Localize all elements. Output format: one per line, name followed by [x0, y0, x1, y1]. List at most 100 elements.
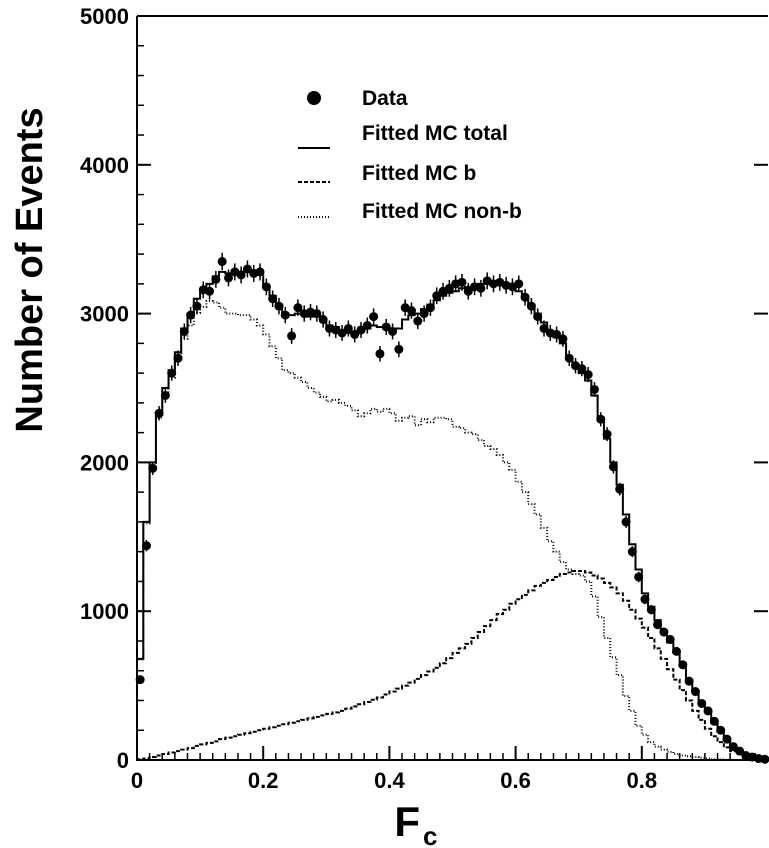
- data-point: [369, 312, 379, 322]
- y-tick-label: 4000: [80, 153, 129, 178]
- y-tick-label: 1000: [80, 599, 129, 624]
- data-point: [261, 282, 271, 292]
- data-point: [608, 462, 618, 472]
- data-point: [179, 326, 189, 336]
- data-point: [514, 279, 524, 289]
- data-point: [148, 463, 158, 473]
- data-point: [432, 291, 442, 301]
- data-point: [211, 274, 221, 284]
- data-point: [533, 312, 543, 322]
- legend-label-b: Fitted MC b: [362, 162, 476, 185]
- data-point: [337, 328, 347, 338]
- data-point: [362, 321, 372, 331]
- legend-data-marker: [307, 91, 321, 105]
- data-point: [602, 429, 612, 439]
- data-point: [722, 734, 732, 744]
- plot-area: [135, 252, 769, 764]
- data-point: [381, 322, 391, 332]
- data-point: [394, 344, 404, 354]
- series-fitted-mc-non-b: [136, 299, 768, 761]
- data-point: [375, 349, 385, 359]
- data-point: [255, 267, 265, 277]
- data-point: [672, 646, 682, 656]
- data-point: [463, 286, 473, 296]
- data-point: [678, 660, 688, 670]
- data-point: [356, 325, 366, 335]
- data-point: [205, 286, 215, 296]
- x-tick-label: 0: [131, 768, 143, 793]
- y-tick-label: 3000: [80, 302, 129, 327]
- data-point: [596, 414, 606, 424]
- data-point: [564, 353, 574, 363]
- y-axis-label: Number of Events: [9, 107, 51, 432]
- data-point: [526, 301, 536, 311]
- x-tick-label: 0.8: [627, 768, 658, 793]
- legend-label-nonb: Fitted MC non-b: [362, 200, 522, 223]
- data-point: [583, 370, 593, 380]
- data-point: [634, 572, 644, 582]
- legend-label-total: Fitted MC total: [362, 122, 508, 145]
- data-point: [697, 698, 707, 708]
- y-tick-label: 5000: [80, 4, 129, 29]
- y-tick-label: 0: [117, 748, 129, 773]
- data-point: [141, 541, 151, 551]
- data-point: [444, 283, 454, 293]
- series-fitted-mc-b: [136, 570, 769, 761]
- data-point: [268, 294, 278, 304]
- x-tick-label: 0.6: [500, 768, 531, 793]
- y-tick-label: 2000: [80, 450, 129, 475]
- data-point: [425, 303, 435, 313]
- data-point: [160, 390, 170, 400]
- data-point: [558, 334, 568, 344]
- data-point: [621, 517, 631, 527]
- data-point: [690, 687, 700, 697]
- data-point: [457, 277, 467, 287]
- data-point: [627, 547, 637, 557]
- data-point: [589, 384, 599, 394]
- data-point: [646, 605, 656, 615]
- data-point: [640, 594, 650, 604]
- data-point: [186, 310, 196, 320]
- data-point: [406, 306, 416, 316]
- data-point: [223, 273, 233, 283]
- data-point: [665, 634, 675, 644]
- series-fitted-mc-total: [136, 267, 769, 761]
- data-point: [236, 270, 246, 280]
- data-point: [476, 283, 486, 293]
- data-point: [312, 309, 322, 319]
- data-point: [659, 627, 669, 637]
- data-point: [192, 301, 202, 311]
- data-point: [350, 329, 360, 339]
- x-tick-label: 0.4: [374, 768, 405, 793]
- data-point: [735, 746, 745, 756]
- data-point: [703, 706, 713, 716]
- data-point: [709, 716, 719, 726]
- data-point: [217, 257, 227, 267]
- legend: Data Fitted MC total Fitted MC b Fitted …: [298, 87, 522, 223]
- x-axis-label: F: [394, 798, 420, 845]
- data-point: [318, 315, 328, 325]
- data-point: [539, 323, 549, 333]
- x-tick-label: 0.2: [248, 768, 279, 793]
- data-point: [419, 309, 429, 319]
- data-point: [684, 676, 694, 686]
- data-point: [293, 303, 303, 313]
- data-point: [615, 484, 625, 494]
- data-point: [287, 331, 297, 341]
- data-point: [653, 620, 663, 630]
- x-axis-label-subscript: c: [423, 821, 437, 848]
- axes: 0 1000 2000 3000 4000 5000 0 0.2 0.4 0.6 0.8: [80, 4, 768, 793]
- data-point: [167, 368, 177, 378]
- data-point: [343, 323, 353, 333]
- data-point: [274, 301, 284, 311]
- data-point: [728, 742, 738, 752]
- data-point: [242, 264, 252, 274]
- data-point: [552, 329, 562, 339]
- data-point: [413, 316, 423, 326]
- legend-label-data: Data: [362, 87, 408, 110]
- data-point: [388, 326, 398, 336]
- data-point: [173, 353, 183, 363]
- data-point: [154, 408, 164, 418]
- data-point: [520, 292, 530, 302]
